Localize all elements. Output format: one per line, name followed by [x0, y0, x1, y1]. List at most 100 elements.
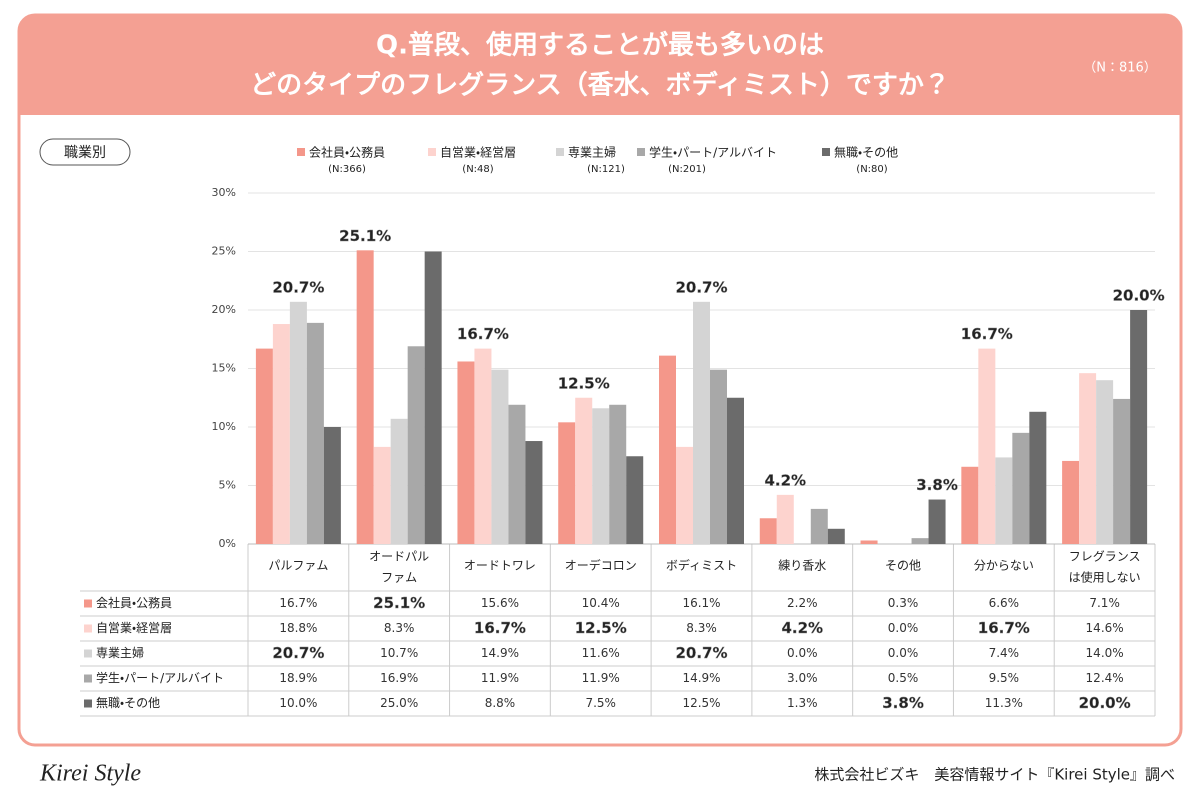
- x-tick-label: オードトワレ: [464, 559, 536, 573]
- bar: [626, 456, 644, 544]
- x-tick-label: 分からない: [974, 559, 1034, 573]
- table-cell-max: 3.8%: [882, 694, 924, 712]
- legend-note: (N:121): [587, 164, 625, 175]
- x-tick-label: パルファム: [268, 559, 328, 573]
- bar: [1029, 411, 1047, 544]
- legend-note: (N:366): [328, 164, 366, 175]
- row-label: 自営業・経営層: [96, 621, 172, 635]
- table-cell: 25.0%: [380, 696, 418, 710]
- bar: [558, 422, 576, 544]
- x-tick-label: その他: [885, 559, 921, 573]
- table-cell-max: 12.5%: [575, 619, 627, 637]
- bar: [575, 397, 593, 544]
- x-tick-label: 練り香水: [778, 559, 826, 573]
- table-cell-max: 25.1%: [373, 594, 425, 612]
- sample-note: （N：816）: [1083, 61, 1157, 76]
- bar: [776, 494, 794, 544]
- bar: [911, 538, 929, 544]
- legend-label: 専業主婦: [568, 145, 616, 160]
- bar: [1012, 432, 1030, 544]
- table-cell-max: 16.7%: [978, 619, 1030, 637]
- table-cell: 18.9%: [279, 671, 317, 685]
- max-label: 16.7%: [457, 325, 509, 343]
- table-cell: 16.1%: [682, 596, 720, 610]
- table-cell: 8.8%: [485, 696, 516, 710]
- bar: [1079, 373, 1097, 544]
- legend-note: (N:201): [668, 164, 706, 175]
- y-tick-label: 10%: [212, 420, 236, 433]
- x-tick-label: オーデコロン: [565, 558, 637, 573]
- table-cell: 0.0%: [888, 621, 919, 635]
- legend-note: (N:80): [856, 164, 887, 175]
- badge-text: 職業別: [64, 145, 106, 161]
- title-line: どのタイプのフレグランス（香水、ボディミスト）ですか？: [250, 70, 950, 101]
- table-cell: 14.0%: [1086, 646, 1124, 660]
- bar: [474, 348, 492, 544]
- y-tick-label: 5%: [219, 479, 236, 492]
- table-cell: 16.9%: [380, 671, 418, 685]
- table-cell: 10.7%: [380, 646, 418, 660]
- bar: [659, 355, 676, 544]
- row-swatch: [84, 599, 92, 608]
- table-cell: 11.9%: [481, 671, 519, 685]
- bar: [710, 369, 727, 544]
- legend-swatch: [297, 148, 305, 156]
- table-cell: 1.3%: [787, 696, 818, 710]
- bar: [491, 369, 509, 544]
- table-cell: 11.3%: [985, 696, 1023, 710]
- bar: [978, 348, 996, 544]
- table-cell: 12.4%: [1086, 671, 1124, 685]
- table-cell: 9.5%: [989, 671, 1020, 685]
- row-label: 会社員・公務員: [96, 595, 172, 610]
- table-cell-max: 16.7%: [474, 619, 526, 637]
- max-label: 20.0%: [1113, 287, 1165, 305]
- table-cell: 10.4%: [582, 596, 620, 610]
- x-tick-label: オードパル: [369, 550, 429, 564]
- max-label: 3.8%: [916, 476, 958, 494]
- bar: [407, 346, 425, 544]
- table-cell: 2.2%: [787, 596, 818, 610]
- bar: [424, 251, 442, 544]
- table-cell: 7.5%: [585, 696, 616, 710]
- row-swatch: [84, 649, 92, 658]
- bar: [390, 418, 408, 544]
- bar: [255, 348, 273, 544]
- table-cell: 15.6%: [481, 596, 519, 610]
- table-cell: 3.0%: [787, 671, 818, 685]
- max-label: 16.7%: [961, 325, 1013, 343]
- table-cell: 14.6%: [1086, 621, 1124, 635]
- row-swatch: [84, 674, 92, 683]
- bar: [1130, 310, 1148, 544]
- x-tick-label: ボディミスト: [666, 558, 737, 573]
- row-swatch: [84, 624, 92, 633]
- bar: [592, 408, 610, 544]
- table-cell: 11.9%: [582, 671, 620, 685]
- header-band: [19, 15, 1181, 115]
- y-tick-label: 15%: [212, 362, 236, 375]
- row-label: 専業主婦: [96, 645, 144, 660]
- legend-swatch: [637, 148, 645, 156]
- logo: Kirei Style: [39, 761, 141, 787]
- table-cell: 7.4%: [989, 646, 1020, 660]
- max-label: 4.2%: [764, 471, 806, 489]
- table-cell: 7.1%: [1089, 596, 1120, 610]
- table-cell: 11.6%: [582, 646, 620, 660]
- x-tick-label: は使用しない: [1069, 570, 1141, 585]
- bar: [1113, 398, 1131, 544]
- bar: [928, 499, 946, 544]
- legend-label: 自営業・経営層: [440, 146, 516, 160]
- bar: [356, 250, 374, 544]
- bar: [995, 457, 1013, 544]
- legend-swatch: [822, 148, 830, 156]
- bar: [1096, 380, 1114, 544]
- bar: [272, 324, 290, 544]
- bar: [759, 518, 777, 544]
- table-cell: 8.3%: [686, 621, 717, 635]
- table-cell: 0.3%: [888, 596, 919, 610]
- row-label: 無職・その他: [96, 695, 160, 710]
- table-cell: 14.9%: [481, 646, 519, 660]
- row-label: 学生・パート/アルバイト: [96, 670, 224, 685]
- legend-label: 無職・その他: [834, 145, 898, 160]
